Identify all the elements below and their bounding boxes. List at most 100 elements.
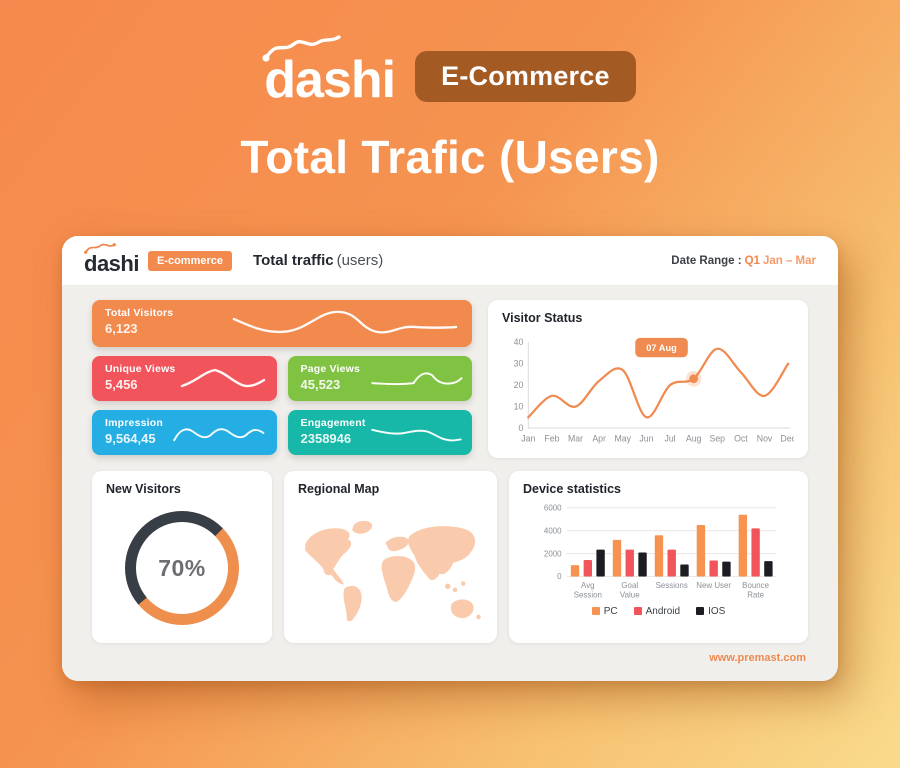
stat-value: 9,564,45 (105, 431, 156, 446)
legend-label: Android (645, 605, 681, 617)
hero-section: dashi E-Commerce Total Trafic (Users) (0, 0, 900, 184)
dashboard-body: Total Visitors 6,123 Unique Views 5,456 (62, 286, 838, 681)
legend-label: PC (603, 605, 618, 617)
dashi-logo: dashi (262, 35, 396, 109)
stat-value: 5,456 (105, 377, 138, 392)
regional-map-card: Regional Map (284, 471, 497, 643)
new-visitors-donut-chart: 70% (125, 511, 239, 625)
stat-label: Engagement (300, 417, 366, 429)
svg-text:Aug: Aug (686, 434, 702, 444)
date-range-quarter: Q1 (744, 254, 760, 267)
date-range-label: Date Range : (671, 254, 742, 267)
stat-row: Unique Views 5,456 Page Views 45,523 (92, 356, 472, 401)
dashboard-logo: dashi (84, 242, 139, 277)
svg-text:Apr: Apr (592, 434, 606, 444)
sparkline-icon (232, 310, 458, 334)
svg-text:2000: 2000 (544, 549, 562, 558)
stat-row: Impression 9,564,45 Engagement 2358946 (92, 410, 472, 455)
svg-text:May: May (615, 434, 632, 444)
donut-percentage: 70% (158, 554, 206, 581)
dashboard-category-badge: E-commerce (147, 250, 233, 271)
date-range-control[interactable]: Date Range : Q1 Jan – Mar (671, 255, 816, 267)
stat-value: 2358946 (300, 431, 352, 446)
visitor-status-title: Visitor Status (502, 311, 583, 325)
device-statistics-card: Device statistics 0 2000 4000 6000 Avg Sessio… (509, 471, 808, 643)
legend-item: PC (591, 605, 618, 617)
world-map (305, 520, 481, 622)
svg-text:New User: New User (696, 581, 731, 590)
svg-text:6000: 6000 (544, 503, 562, 512)
footer: www.premast.com (92, 643, 808, 668)
dashboard-title: Total traffic (users) (253, 252, 383, 269)
visitor-status-card: Visitor Status 0 10 20 30 40 Jan Feb Mar Apr May J… (488, 300, 808, 458)
svg-text:4000: 4000 (544, 526, 562, 535)
svg-text:Feb: Feb (544, 434, 559, 444)
sparkline-icon (371, 371, 463, 385)
svg-text:Session: Session (574, 591, 602, 600)
svg-text:Sessions: Sessions (656, 581, 688, 590)
hero-logo-text: dashi (264, 51, 396, 109)
hero-logo-row: dashi E-Commerce (0, 35, 900, 109)
dashboard-card: dashi E-commerce Total traffic (users) Da… (62, 236, 838, 681)
page-title: Total Trafic (Users) (240, 131, 660, 183)
logo-squiggle-icon (84, 242, 116, 254)
dashboard-title-light: (users) (336, 252, 384, 269)
svg-text:Jul: Jul (664, 434, 675, 444)
svg-text:Bounce: Bounce (742, 581, 769, 590)
stat-value: 45,523 (300, 377, 341, 392)
svg-text:10: 10 (514, 401, 524, 411)
sparkline-icon (172, 427, 264, 441)
svg-text:30: 30 (514, 359, 524, 369)
visitor-status-line-chart: 0 10 20 30 40 Jan Feb Mar Apr May Jun Jul Aug Sep Oct N… (514, 337, 794, 444)
svg-text:Nov: Nov (757, 434, 773, 444)
legend-label: IOS (708, 605, 726, 617)
svg-text:Sep: Sep (709, 434, 725, 444)
stat-label: Total Visitors (105, 307, 174, 319)
svg-text:Jan: Jan (521, 434, 535, 444)
stat-card-engagement: Engagement 2358946 (287, 410, 472, 455)
device-statistics-title: Device statistics (523, 482, 621, 496)
new-visitors-title: New Visitors (106, 482, 181, 496)
legend-swatch (633, 607, 642, 615)
legend-swatch (696, 607, 705, 615)
chart-legend: PC Android IOS (523, 603, 794, 619)
dashboard-logo-text: dashi (84, 250, 139, 276)
stat-card-impression: Impression 9,564,45 (92, 410, 277, 455)
legend-item: Android (633, 605, 681, 617)
stat-label: Impression (105, 417, 164, 429)
regional-map-title: Regional Map (298, 482, 380, 496)
svg-text:0: 0 (557, 572, 562, 581)
stat-cards: Total Visitors 6,123 Unique Views 5,456 (92, 300, 472, 458)
stat-card-unique-views: Unique Views 5,456 (92, 356, 277, 401)
logo-squiggle-icon (262, 35, 341, 62)
legend-swatch (591, 607, 600, 615)
bottom-section: New Visitors 70% Regional Map (92, 471, 808, 643)
stat-card-total-visitors: Total Visitors 6,123 (92, 300, 472, 347)
svg-text:Goal: Goal (621, 581, 638, 590)
donut-hole: 70% (136, 522, 228, 614)
svg-text:Mar: Mar (568, 434, 583, 444)
svg-text:Avg: Avg (581, 581, 595, 590)
svg-text:Rate: Rate (747, 591, 764, 600)
premast-link[interactable]: www.premast.com (709, 652, 806, 664)
stat-card-page-views: Page Views 45,523 (287, 356, 472, 401)
legend-item: IOS (696, 606, 725, 617)
date-range-value: Jan – Mar (762, 254, 816, 267)
svg-text:Jun: Jun (639, 434, 653, 444)
stat-value: 6,123 (105, 321, 138, 336)
svg-text:0: 0 (519, 423, 524, 433)
sparkline-icon (371, 428, 462, 441)
donut-wrapper: 70% (106, 499, 258, 637)
hero-category-badge: E-Commerce (415, 50, 636, 102)
svg-text:07 Aug: 07 Aug (646, 343, 677, 353)
svg-text:40: 40 (514, 337, 524, 347)
new-visitors-card: New Visitors 70% (92, 471, 272, 643)
dashboard-title-bold: Total traffic (253, 252, 334, 269)
sparkline-icon (180, 368, 265, 387)
svg-text:20: 20 (514, 380, 524, 390)
svg-text:Oct: Oct (734, 434, 748, 444)
top-section: Total Visitors 6,123 Unique Views 5,456 (92, 300, 808, 458)
stat-label: Page Views (300, 363, 361, 375)
